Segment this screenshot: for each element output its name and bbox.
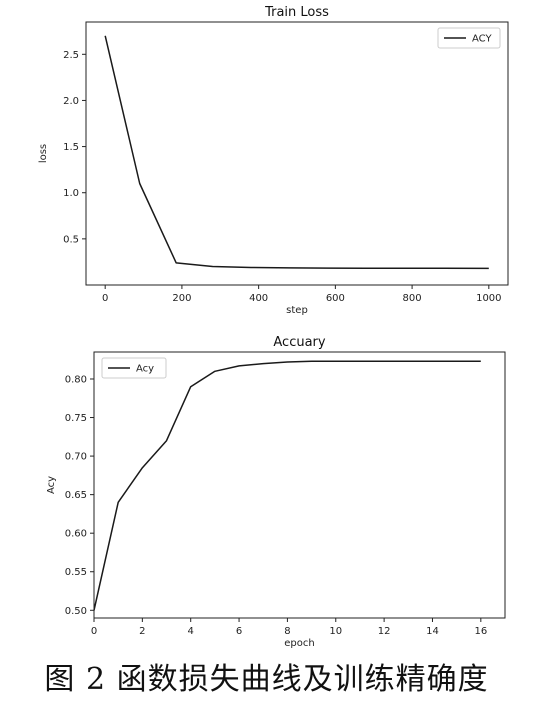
legend-label: ACY (472, 34, 492, 45)
y-tick-label: 0.60 (65, 529, 87, 540)
x-tick-label: 12 (378, 626, 391, 637)
y-tick-label: 0.50 (65, 606, 87, 617)
train-loss-chart: Train Loss 0 200 400 600 800 1000 0.5 1.0 1.5 2.0 2… (38, 5, 509, 316)
x-tick-label: 600 (326, 293, 345, 304)
y-tick-label: 1.5 (63, 142, 79, 153)
chart-title: Accuary (273, 335, 326, 350)
x-tick-label: 6 (236, 626, 242, 637)
x-tick-label: 16 (474, 626, 487, 637)
y-tick-label: 0.55 (65, 567, 87, 578)
x-tick-label: 8 (284, 626, 290, 637)
y-tick-label: 0.65 (65, 490, 87, 501)
legend-box (437, 27, 501, 49)
figure-caption: 图 2 函数损失曲线及训练精确度 (44, 662, 489, 697)
x-tick-label: 10 (329, 626, 342, 637)
x-tick-label: 200 (172, 293, 191, 304)
chart-title: Train Loss (264, 5, 329, 20)
y-tick-label: 2.0 (63, 96, 79, 107)
x-tick-label: 14 (426, 626, 439, 637)
x-tick-label: 400 (249, 293, 268, 304)
plot-frame (93, 351, 506, 619)
plot-frame (85, 21, 509, 286)
y-tick-label: 1.0 (63, 188, 79, 199)
legend-label: Acy (136, 364, 154, 375)
legend-box (101, 357, 167, 379)
y-tick-label: 0.75 (65, 413, 87, 424)
x-tick-label: 0 (102, 293, 108, 304)
x-axis-label: step (286, 305, 308, 316)
x-axis-label: epoch (284, 638, 314, 649)
x-tick-label: 0 (91, 626, 97, 637)
series-line-acy (93, 360, 481, 611)
x-tick-label: 4 (188, 626, 194, 637)
y-axis-label: Acy (46, 476, 57, 494)
x-tick-label: 2 (139, 626, 145, 637)
series-line-acy (104, 35, 489, 270)
y-tick-label: 2.5 (63, 50, 79, 61)
x-tick-label: 1000 (476, 293, 501, 304)
y-tick-label: 0.5 (63, 234, 79, 245)
y-tick-label: 0.70 (65, 452, 87, 463)
y-tick-label: 0.80 (65, 374, 87, 385)
accuracy-chart: Accuary 0 2 4 6 8 10 12 14 16 0.50 0.55 0.60 0.65 0.70… (46, 335, 506, 649)
x-tick-label: 800 (403, 293, 422, 304)
y-axis-label: loss (38, 144, 49, 163)
